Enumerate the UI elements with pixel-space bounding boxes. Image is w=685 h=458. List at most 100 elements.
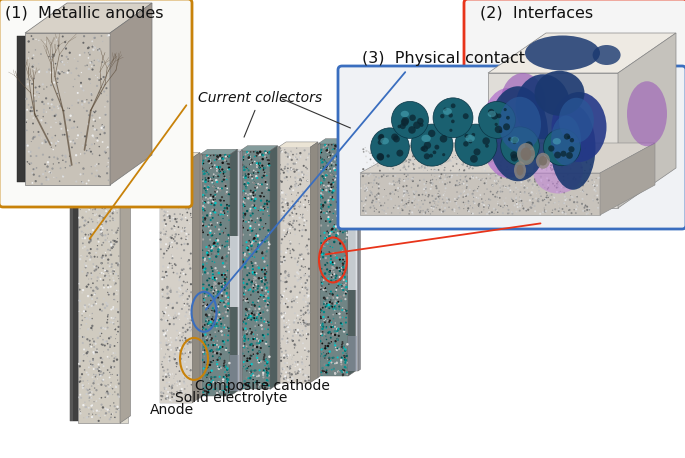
- Point: [334, 181, 345, 189]
- Point: [416, 164, 427, 171]
- Point: [245, 231, 256, 239]
- Point: [476, 196, 487, 203]
- Point: [327, 360, 338, 367]
- Point: [76, 69, 87, 76]
- Point: [303, 373, 314, 381]
- Point: [79, 304, 90, 311]
- Point: [253, 169, 264, 176]
- Point: [92, 137, 103, 144]
- Point: [158, 158, 169, 166]
- Point: [242, 357, 253, 365]
- Point: [100, 325, 111, 333]
- Point: [162, 272, 173, 279]
- Point: [519, 160, 530, 167]
- Point: [394, 202, 405, 210]
- Point: [432, 194, 443, 202]
- Point: [97, 300, 108, 308]
- Point: [206, 175, 217, 183]
- Point: [88, 116, 99, 123]
- Point: [290, 181, 301, 188]
- Point: [284, 237, 295, 244]
- Point: [256, 278, 267, 285]
- Point: [326, 159, 337, 167]
- Point: [280, 375, 291, 382]
- Point: [166, 231, 177, 239]
- Point: [261, 292, 272, 300]
- Point: [113, 309, 124, 316]
- Point: [86, 59, 97, 66]
- Point: [210, 328, 221, 336]
- Point: [533, 196, 544, 203]
- Point: [253, 359, 264, 366]
- Point: [260, 297, 271, 305]
- Point: [240, 381, 251, 388]
- Point: [102, 313, 113, 321]
- Point: [562, 163, 573, 170]
- Point: [82, 336, 93, 343]
- Point: [90, 173, 101, 180]
- Point: [99, 88, 110, 95]
- Point: [87, 112, 98, 119]
- Point: [357, 198, 368, 205]
- Point: [219, 364, 230, 371]
- Point: [530, 175, 540, 183]
- Point: [97, 121, 108, 129]
- Point: [223, 369, 234, 376]
- Point: [155, 396, 166, 403]
- Point: [419, 149, 429, 156]
- Point: [341, 307, 352, 315]
- Point: [238, 212, 249, 219]
- Point: [290, 368, 301, 376]
- Point: [515, 201, 526, 208]
- Point: [322, 148, 333, 155]
- Point: [261, 284, 272, 292]
- Point: [255, 338, 266, 346]
- Point: [314, 300, 325, 307]
- Point: [258, 205, 269, 213]
- Point: [253, 371, 264, 379]
- Point: [198, 214, 209, 222]
- Point: [292, 370, 303, 377]
- Point: [451, 156, 462, 163]
- Point: [101, 409, 112, 417]
- Point: [560, 210, 571, 218]
- Point: [408, 160, 419, 168]
- Point: [242, 149, 253, 157]
- Point: [319, 182, 329, 189]
- Point: [337, 196, 348, 204]
- Point: [577, 200, 588, 207]
- Point: [23, 49, 34, 56]
- Point: [255, 357, 266, 364]
- Point: [95, 180, 106, 187]
- Point: [256, 197, 266, 204]
- Point: [75, 51, 86, 59]
- Point: [337, 284, 348, 292]
- Point: [65, 112, 76, 120]
- Point: [251, 181, 262, 189]
- Point: [104, 415, 115, 423]
- Point: [258, 152, 269, 159]
- Point: [416, 208, 427, 216]
- Polygon shape: [200, 154, 202, 398]
- Point: [251, 339, 262, 347]
- Point: [420, 150, 431, 158]
- Polygon shape: [360, 143, 655, 173]
- Point: [242, 244, 253, 251]
- Point: [47, 106, 58, 114]
- Point: [77, 142, 88, 149]
- Point: [337, 161, 348, 169]
- Point: [162, 234, 173, 241]
- Point: [157, 231, 168, 239]
- Polygon shape: [192, 155, 200, 398]
- Point: [221, 344, 232, 352]
- Point: [468, 198, 479, 205]
- Point: [320, 234, 331, 242]
- Point: [317, 365, 328, 372]
- Point: [283, 297, 294, 305]
- Point: [103, 381, 114, 388]
- Point: [71, 178, 82, 185]
- Point: [90, 44, 101, 51]
- Point: [177, 266, 188, 273]
- Point: [167, 177, 178, 185]
- Point: [298, 311, 309, 318]
